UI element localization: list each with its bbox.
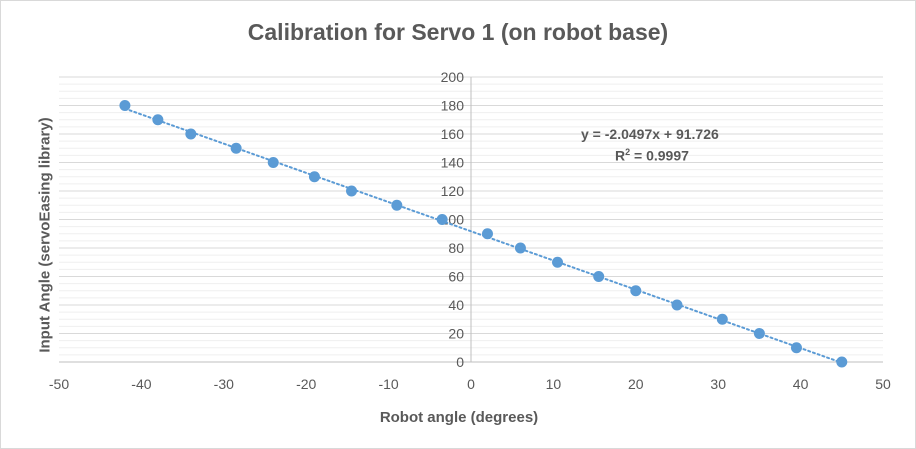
data-point bbox=[753, 328, 765, 339]
r2-value: = 0.9997 bbox=[630, 147, 689, 164]
r2-prefix: R bbox=[615, 147, 626, 164]
data-points bbox=[119, 100, 848, 368]
x-tick-label: 30 bbox=[710, 376, 726, 392]
data-point bbox=[346, 185, 358, 197]
data-point bbox=[230, 142, 242, 154]
y-tick-label: 0 bbox=[456, 354, 464, 370]
y-tick-label: 180 bbox=[441, 98, 465, 114]
trendline-r-squared: R2 = 0.9997 bbox=[615, 147, 689, 164]
y-tick-label: 40 bbox=[448, 297, 464, 313]
data-point bbox=[671, 299, 683, 311]
x-tick-label: -20 bbox=[296, 376, 316, 392]
data-point bbox=[185, 128, 197, 140]
data-point bbox=[630, 285, 642, 297]
x-tick-label: 10 bbox=[546, 376, 562, 392]
y-axis-title: Input Angle (servoEasing library) bbox=[36, 117, 54, 353]
x-tick-label: -10 bbox=[378, 376, 398, 392]
x-tick-label: -30 bbox=[214, 376, 234, 392]
data-point bbox=[436, 214, 448, 225]
axes bbox=[59, 77, 883, 363]
y-tick-label: 60 bbox=[448, 269, 464, 285]
x-tick-label: -40 bbox=[131, 376, 151, 392]
x-tick-labels: -50 -40 -30 -20 -10 0 10 20 30 40 50 bbox=[49, 376, 891, 392]
x-tick-label: -50 bbox=[49, 376, 69, 392]
y-tick-label: 80 bbox=[448, 240, 464, 256]
data-point bbox=[308, 171, 320, 183]
x-tick-label: 40 bbox=[793, 376, 809, 392]
data-point bbox=[552, 256, 564, 268]
data-point bbox=[391, 199, 403, 211]
y-tick-label: 200 bbox=[441, 69, 465, 85]
chart-title: Calibration for Servo 1 (on robot base) bbox=[247, 19, 669, 45]
x-axis-title: Robot angle (degrees) bbox=[379, 409, 539, 426]
data-point bbox=[790, 342, 802, 354]
x-tick-label: 0 bbox=[467, 376, 475, 392]
y-tick-label: 160 bbox=[441, 126, 465, 142]
data-point bbox=[836, 356, 848, 368]
data-point bbox=[119, 100, 131, 111]
y-tick-label: 140 bbox=[441, 155, 465, 171]
data-point bbox=[593, 271, 605, 282]
r2-superscript: 2 bbox=[625, 147, 631, 157]
data-point bbox=[152, 114, 164, 126]
x-tick-label: 20 bbox=[628, 376, 644, 392]
y-tick-label: 120 bbox=[441, 183, 465, 199]
data-point bbox=[716, 313, 728, 325]
data-point bbox=[514, 242, 526, 254]
y-tick-label: 20 bbox=[448, 326, 464, 342]
trendline-equation: y = -2.0497x + 91.726 bbox=[581, 126, 719, 142]
x-tick-label: 50 bbox=[875, 376, 891, 392]
data-point bbox=[481, 228, 493, 240]
data-point bbox=[267, 157, 279, 168]
